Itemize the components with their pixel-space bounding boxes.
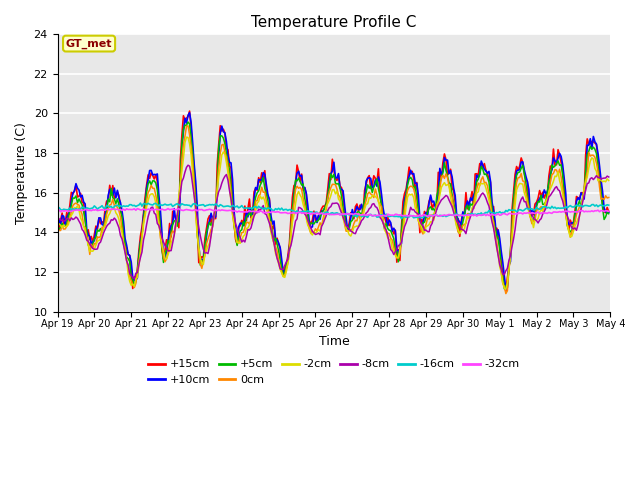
- Title: Temperature Profile C: Temperature Profile C: [252, 15, 417, 30]
- Text: GT_met: GT_met: [66, 38, 112, 48]
- Y-axis label: Temperature (C): Temperature (C): [15, 122, 28, 224]
- X-axis label: Time: Time: [319, 335, 349, 348]
- Legend: +15cm, +10cm, +5cm, 0cm, -2cm, -8cm, -16cm, -32cm: +15cm, +10cm, +5cm, 0cm, -2cm, -8cm, -16…: [144, 355, 524, 389]
